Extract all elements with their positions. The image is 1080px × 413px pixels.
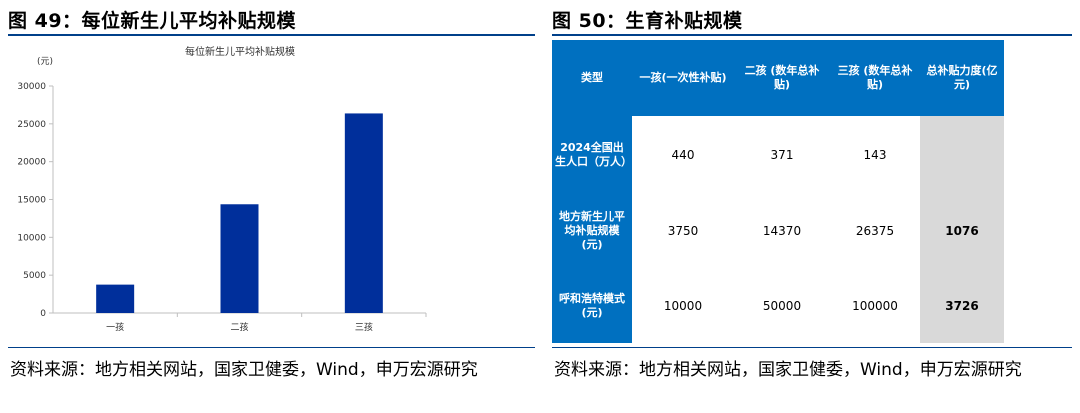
- total-cell: 1076: [920, 193, 1004, 268]
- y-tick-label: 15000: [17, 196, 46, 206]
- y-tick-label: 10000: [17, 233, 46, 243]
- table-row: 2024全国出生人口（万人） 440 371 143: [552, 116, 1004, 193]
- figure-title: 图 49：每位新生儿平均补贴规模: [8, 10, 297, 32]
- source-rule: [8, 347, 535, 348]
- header-cell-second-child: 二孩 (数年总补贴): [734, 40, 830, 116]
- title-rule: [552, 34, 1072, 36]
- subsidy-table: 类型 一孩(一次性补贴) 二孩 (数年总补贴) 三孩 (数年总补贴) 总补贴力度…: [552, 40, 1004, 343]
- row-label: 2024全国出生人口（万人）: [552, 116, 632, 193]
- header-cell-first-child: 一孩(一次性补贴): [632, 40, 734, 116]
- table-cell: 50000: [734, 268, 830, 343]
- source-note: 资料来源：地方相关网站，国家卫健委，Wind，申万宏源研究: [10, 360, 478, 380]
- bar-chart: 每位新生儿平均补贴规模 (元) 0 5000 10000 15000 20000 2500…: [8, 40, 532, 340]
- table-cell: 371: [734, 116, 830, 193]
- bars: [96, 113, 383, 313]
- table-cell: 10000: [632, 268, 734, 343]
- table-row: 地方新生儿平均补贴规模(元) 3750 14370 26375 1076: [552, 193, 1004, 268]
- y-tick-label: 30000: [17, 82, 46, 92]
- row-label: 地方新生儿平均补贴规模(元): [552, 193, 632, 268]
- x-tick-label: 二孩: [230, 321, 248, 333]
- figure-49-panel: 图 49：每位新生儿平均补贴规模 每位新生儿平均补贴规模 (元) 0 5000 10…: [8, 0, 535, 413]
- header-cell-third-child: 三孩 (数年总补贴): [830, 40, 920, 116]
- tick-labels: 0 5000 10000 15000 20000 25000 30000 一孩 二孩 三孩: [17, 82, 372, 333]
- y-tick-label: 20000: [17, 158, 46, 168]
- table-row: 呼和浩特模式(元) 10000 50000 100000 3726: [552, 268, 1004, 343]
- x-tick-label: 一孩: [106, 321, 124, 333]
- bar-一孩: [96, 284, 135, 313]
- table-cell: 14370: [734, 193, 830, 268]
- row-label: 呼和浩特模式(元): [552, 268, 632, 343]
- bar-chart-svg: 每位新生儿平均补贴规模 (元) 0 5000 10000 15000 20000 2500…: [17, 45, 427, 333]
- bar-三孩: [344, 113, 383, 313]
- figure-50-panel: 图 50：生育补贴规模 类型 一孩(一次性补贴) 二孩 (数年总补贴) 三孩 (…: [552, 0, 1072, 413]
- table-cell: 3750: [632, 193, 734, 268]
- chart-title: 每位新生儿平均补贴规模: [185, 45, 295, 58]
- y-tick-label: 5000: [23, 271, 46, 281]
- header-cell-total: 总补贴力度(亿元): [920, 40, 1004, 116]
- table-cell: 26375: [830, 193, 920, 268]
- x-tick-label: 三孩: [355, 321, 373, 333]
- figure-title: 图 50：生育补贴规模: [552, 10, 743, 32]
- total-cell: [920, 116, 1004, 193]
- bar-二孩: [220, 204, 259, 313]
- table-cell: 440: [632, 116, 734, 193]
- total-cell: 3726: [920, 268, 1004, 343]
- source-note: 资料来源：地方相关网站，国家卫健委，Wind，申万宏源研究: [554, 360, 1022, 380]
- subsidy-table-wrapper: 类型 一孩(一次性补贴) 二孩 (数年总补贴) 三孩 (数年总补贴) 总补贴力度…: [552, 40, 1004, 343]
- y-tick-label: 0: [40, 309, 46, 319]
- title-rule: [8, 34, 535, 36]
- y-axis-unit-label: (元): [37, 57, 53, 67]
- table-cell: 143: [830, 116, 920, 193]
- y-tick-label: 25000: [17, 120, 46, 130]
- header-cell-type: 类型: [552, 40, 632, 116]
- table-cell: 100000: [830, 268, 920, 343]
- source-rule: [552, 347, 1072, 348]
- table-header-row: 类型 一孩(一次性补贴) 二孩 (数年总补贴) 三孩 (数年总补贴) 总补贴力度…: [552, 40, 1004, 116]
